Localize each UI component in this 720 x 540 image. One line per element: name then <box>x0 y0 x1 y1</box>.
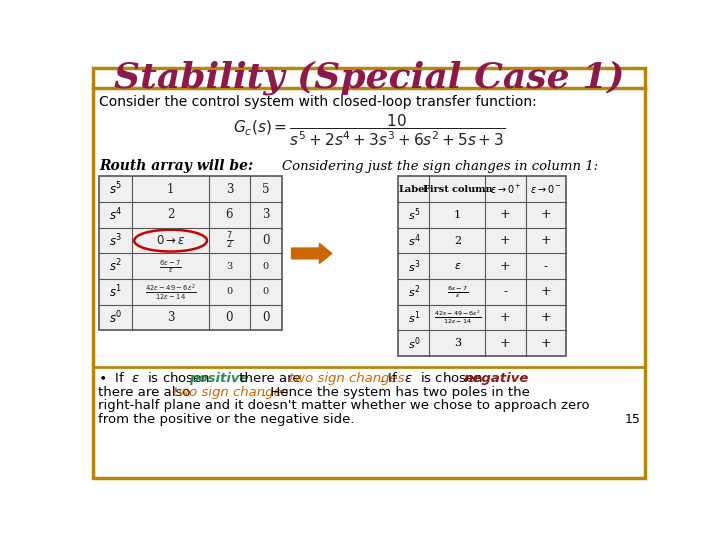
Text: +: + <box>541 337 551 350</box>
Text: 3: 3 <box>167 311 174 324</box>
Text: +: + <box>500 208 510 221</box>
Text: $G_c(s) = \dfrac{10}{s^5 + 2s^4 + 3s^3 + 6s^2 + 5s + 3}$: $G_c(s) = \dfrac{10}{s^5 + 2s^4 + 3s^3 +… <box>233 112 505 148</box>
Bar <box>398 177 566 356</box>
Text: $\frac{42\epsilon-49-6\epsilon^2}{12\epsilon-14}$: $\frac{42\epsilon-49-6\epsilon^2}{12\eps… <box>433 309 481 326</box>
Text: two sign changes: two sign changes <box>173 386 288 399</box>
Text: 1: 1 <box>454 210 461 220</box>
Text: from the positive or the negative side.: from the positive or the negative side. <box>98 413 354 426</box>
Text: $s^5$: $s^5$ <box>109 181 122 198</box>
Text: 2: 2 <box>167 208 174 221</box>
Text: 0: 0 <box>226 311 233 324</box>
Text: 6: 6 <box>226 208 233 221</box>
Text: 0: 0 <box>262 311 270 324</box>
Text: First column: First column <box>423 185 492 194</box>
FancyArrow shape <box>292 244 332 264</box>
Text: $s^4$: $s^4$ <box>408 232 420 249</box>
Text: +: + <box>500 260 510 273</box>
Text: +: + <box>541 234 551 247</box>
Text: +: + <box>541 286 551 299</box>
Text: there are: there are <box>235 372 305 384</box>
Text: Routh array will be:: Routh array will be: <box>99 159 253 173</box>
Text: two sign changes: two sign changes <box>289 372 405 384</box>
Text: +: + <box>500 311 510 324</box>
Text: 15: 15 <box>624 413 640 426</box>
Text: . Hence the system has two poles in the: . Hence the system has two poles in the <box>262 386 530 399</box>
Text: 2: 2 <box>454 235 461 246</box>
Text: 3: 3 <box>454 338 461 348</box>
Text: +: + <box>541 208 551 221</box>
Text: 5: 5 <box>262 183 270 196</box>
Text: -: - <box>544 260 548 273</box>
Text: $s^1$: $s^1$ <box>408 309 420 326</box>
Text: $0 \rightarrow \epsilon$: $0 \rightarrow \epsilon$ <box>156 234 186 247</box>
Text: 0: 0 <box>263 287 269 296</box>
Text: $s^0$: $s^0$ <box>109 309 122 326</box>
Text: $s^4$: $s^4$ <box>109 207 122 223</box>
Text: $s^2$: $s^2$ <box>109 258 122 274</box>
Text: negative: negative <box>463 372 528 384</box>
Text: $\bullet$  If  $\epsilon$  is chosen: $\bullet$ If $\epsilon$ is chosen <box>98 371 215 385</box>
Text: -: - <box>503 286 508 299</box>
Text: positive: positive <box>189 372 248 384</box>
Text: 3: 3 <box>226 262 233 271</box>
Text: . If  $\epsilon$  is chosen: . If $\epsilon$ is chosen <box>379 371 488 385</box>
Text: Label: Label <box>399 185 429 194</box>
Text: +: + <box>500 234 510 247</box>
Text: 3: 3 <box>226 183 233 196</box>
Text: $\epsilon \rightarrow 0^-$: $\epsilon \rightarrow 0^-$ <box>530 183 562 195</box>
Text: $s^3$: $s^3$ <box>408 258 420 274</box>
Text: $s^1$: $s^1$ <box>109 284 122 300</box>
Text: 3: 3 <box>262 208 270 221</box>
Text: 0: 0 <box>263 262 269 271</box>
Text: 1: 1 <box>167 183 174 196</box>
Text: $\frac{6\epsilon-7}{\epsilon}$: $\frac{6\epsilon-7}{\epsilon}$ <box>159 258 182 275</box>
Text: right-half plane and it doesn't matter whether we chose to approach zero: right-half plane and it doesn't matter w… <box>98 400 590 413</box>
Text: +: + <box>541 311 551 324</box>
Text: 0: 0 <box>226 287 233 296</box>
Text: $\frac{7}{2}$: $\frac{7}{2}$ <box>226 230 233 252</box>
Text: Consider the control system with closed-loop transfer function:: Consider the control system with closed-… <box>99 94 537 109</box>
Text: there are also: there are also <box>98 386 194 399</box>
Text: +: + <box>500 337 510 350</box>
Text: $s^3$: $s^3$ <box>109 232 122 249</box>
Text: Considering just the sign changes in column 1:: Considering just the sign changes in col… <box>282 160 598 173</box>
Bar <box>99 177 282 330</box>
Text: 0: 0 <box>262 234 270 247</box>
Text: $\frac{42\epsilon-49-6\epsilon^2}{12\epsilon-14}$: $\frac{42\epsilon-49-6\epsilon^2}{12\eps… <box>145 282 197 302</box>
Text: $s^0$: $s^0$ <box>408 335 420 352</box>
Text: $s^5$: $s^5$ <box>408 207 420 223</box>
Text: Stability (Special Case 1): Stability (Special Case 1) <box>114 60 624 95</box>
Text: $\frac{6\epsilon-7}{\epsilon}$: $\frac{6\epsilon-7}{\epsilon}$ <box>447 285 468 300</box>
Text: $\epsilon$: $\epsilon$ <box>454 261 462 271</box>
Text: $s^2$: $s^2$ <box>408 284 420 300</box>
Text: $\epsilon \rightarrow 0^+$: $\epsilon \rightarrow 0^+$ <box>490 183 521 196</box>
